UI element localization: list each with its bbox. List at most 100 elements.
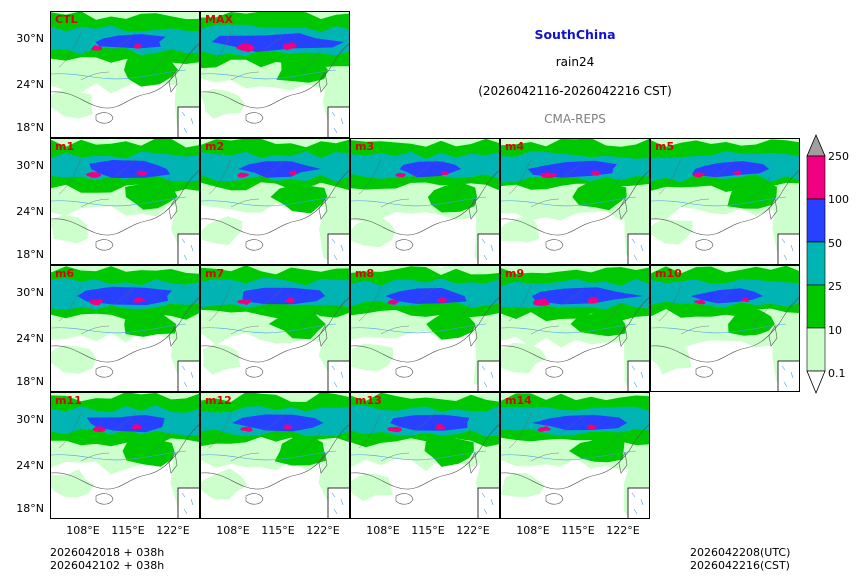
- rain-10mm-area: [427, 182, 477, 213]
- province-border: [58, 158, 82, 195]
- member-label: m9: [505, 267, 525, 280]
- rain-100mm-area: [693, 299, 706, 305]
- province-border: [260, 158, 287, 180]
- hainan-island: [245, 239, 264, 251]
- rain-0.1mm-area: [351, 215, 396, 248]
- coastline: [351, 297, 499, 363]
- taiwan-island: [168, 71, 178, 93]
- province-border: [80, 325, 110, 335]
- province-border: [560, 158, 587, 180]
- rain-100mm-area: [288, 170, 297, 176]
- south-china-sea-inset: [627, 233, 649, 264]
- river: [501, 196, 637, 207]
- hainan-island: [395, 239, 414, 251]
- rain-50mm-area: [232, 414, 324, 432]
- river: [51, 450, 187, 461]
- rain-0.1mm-area: [351, 343, 394, 372]
- rain-100mm-area: [537, 426, 551, 432]
- province-border: [380, 452, 410, 462]
- south-china-sea-inset: [327, 106, 349, 137]
- member-panel: MAX: [200, 11, 350, 138]
- member-panel: CTL: [50, 11, 200, 138]
- rain-0.1mm-area: [501, 214, 539, 243]
- inset-islands: [181, 365, 194, 388]
- south-china-sea-inset: [177, 487, 199, 518]
- coastline: [51, 170, 199, 236]
- hainan-island: [95, 239, 114, 251]
- coastline: [201, 170, 349, 236]
- member-label: CTL: [55, 13, 78, 26]
- province-border: [508, 285, 532, 322]
- province-border: [80, 198, 110, 208]
- province-border: [600, 176, 622, 200]
- province-border: [380, 198, 410, 208]
- rain-100mm-area: [587, 296, 599, 304]
- inset-islands: [331, 111, 344, 134]
- member-panel: m6: [50, 265, 200, 392]
- rain-0.1mm-area: [51, 469, 94, 498]
- longitude-tick-label: 115°E: [261, 524, 295, 537]
- rain-50mm-area: [86, 414, 165, 433]
- province-border: [560, 285, 587, 307]
- precip-map: [351, 139, 499, 264]
- province-border: [410, 285, 437, 307]
- inset-islands: [481, 492, 494, 515]
- inset-islands: [331, 492, 344, 515]
- member-label: m8: [355, 267, 375, 280]
- rain-100mm-area: [434, 424, 446, 431]
- hainan-island: [95, 112, 114, 124]
- rain-100mm-area: [131, 424, 143, 430]
- member-label: m4: [505, 140, 525, 153]
- inset-islands: [481, 238, 494, 261]
- colorbar-level-label: 250: [828, 150, 849, 163]
- member-panel: m2: [200, 138, 350, 265]
- precip-map: [51, 139, 199, 264]
- rain-10mm-area: [124, 54, 179, 87]
- member-label: m10: [655, 267, 682, 280]
- member-panel: m7: [200, 265, 350, 392]
- province-border: [208, 285, 232, 322]
- coastline: [51, 43, 199, 109]
- member-panel: m14: [500, 392, 650, 519]
- hainan-island: [545, 493, 564, 505]
- province-border: [710, 158, 737, 180]
- rain-50mm-area: [532, 287, 644, 305]
- province-border: [530, 325, 560, 335]
- rain-100mm-area: [136, 170, 148, 177]
- valid-time-block: 2026042208(UTC) 2026042216(CST): [690, 546, 790, 572]
- province-border: [150, 303, 172, 327]
- taiwan-island: [618, 325, 628, 347]
- coastline: [201, 43, 349, 109]
- taiwan-island: [318, 325, 328, 347]
- rain-100mm-area: [282, 42, 298, 51]
- province-border: [508, 412, 532, 449]
- longitude-tick-label: 122°E: [306, 524, 340, 537]
- member-label: MAX: [205, 13, 233, 26]
- province-border: [680, 325, 710, 335]
- latitude-tick-label: 30°N: [16, 32, 44, 45]
- longitude-tick-label: 122°E: [456, 524, 490, 537]
- province-border: [410, 412, 437, 434]
- rain-100mm-area: [133, 297, 146, 303]
- province-border: [208, 31, 232, 68]
- hainan-island: [95, 366, 114, 378]
- latitude-tick-label: 18°N: [16, 502, 44, 515]
- south-china-sea-inset: [327, 360, 349, 391]
- member-panel: m11: [50, 392, 200, 519]
- taiwan-island: [468, 325, 478, 347]
- member-label: m5: [655, 140, 675, 153]
- south-china-sea-inset: [177, 233, 199, 264]
- south-china-sea-inset: [627, 360, 649, 391]
- member-panel: m12: [200, 392, 350, 519]
- member-panel: m4: [500, 138, 650, 265]
- river: [501, 450, 637, 461]
- river: [201, 323, 337, 334]
- rain-10mm-area: [727, 181, 777, 209]
- colorbar-segment: [806, 284, 826, 329]
- province-border: [300, 49, 322, 73]
- precip-map: [651, 266, 799, 391]
- latitude-tick-label: 24°N: [16, 78, 44, 91]
- coastline: [201, 297, 349, 363]
- rain-10mm-area: [268, 307, 326, 340]
- hainan-island: [395, 493, 414, 505]
